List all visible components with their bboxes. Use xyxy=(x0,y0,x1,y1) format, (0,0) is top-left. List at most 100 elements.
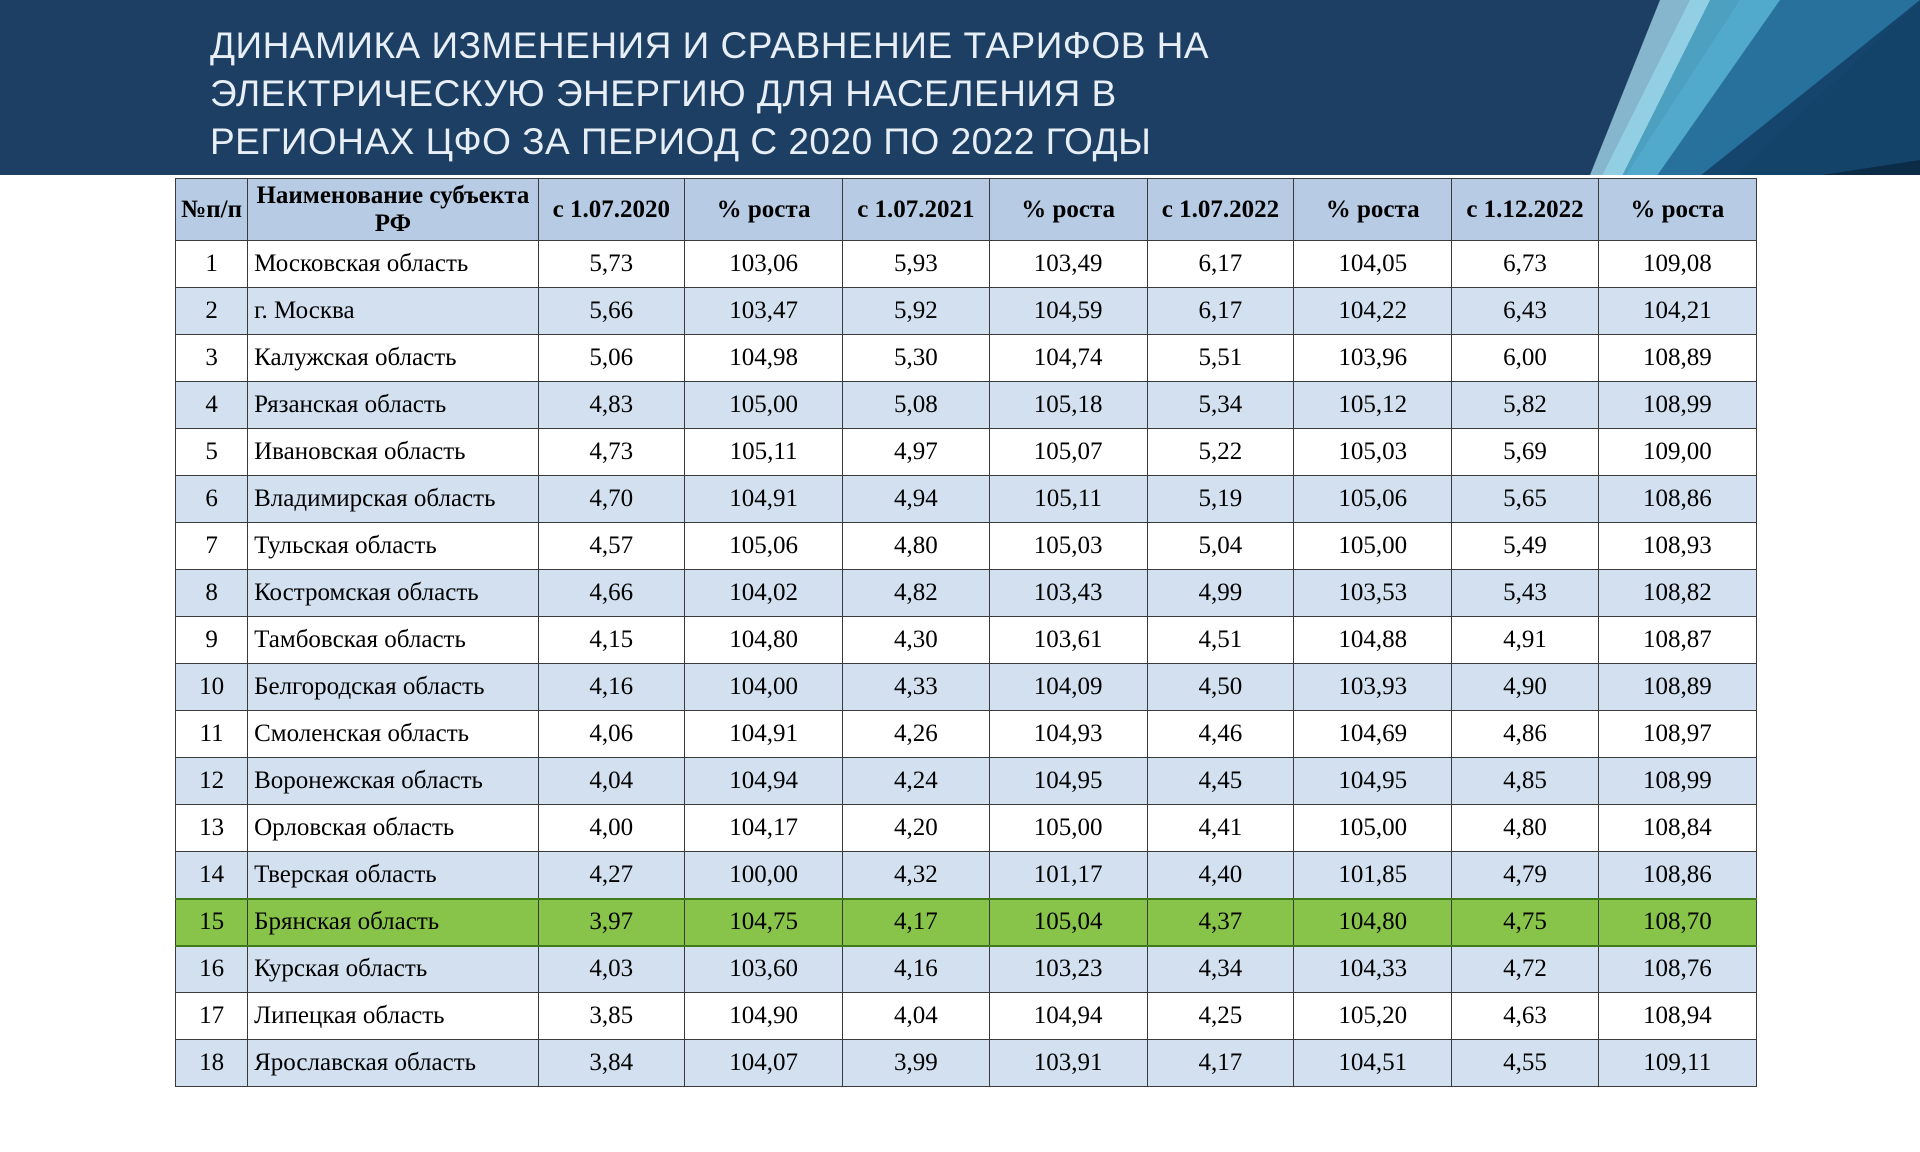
cell-name: Курская область xyxy=(248,946,539,993)
cell-d2020: 4,73 xyxy=(538,429,684,476)
cell-d2021: 4,33 xyxy=(843,664,989,711)
table-row: 18Ярославская область3,84104,073,99103,9… xyxy=(176,1040,1757,1087)
cell-d2022: 5,22 xyxy=(1147,429,1293,476)
cell-d2021: 4,97 xyxy=(843,429,989,476)
cell-g2212: 108,70 xyxy=(1598,899,1756,946)
cell-g2020: 100,00 xyxy=(684,852,842,899)
cell-g2212: 109,11 xyxy=(1598,1040,1756,1087)
table-row: 12Воронежская область4,04104,944,24104,9… xyxy=(176,758,1757,805)
cell-g2020: 105,00 xyxy=(684,382,842,429)
cell-g2022: 104,88 xyxy=(1294,617,1452,664)
cell-g2021: 103,61 xyxy=(989,617,1147,664)
table-row: 5Ивановская область4,73105,114,97105,075… xyxy=(176,429,1757,476)
cell-num: 18 xyxy=(176,1040,248,1087)
cell-name: Ивановская область xyxy=(248,429,539,476)
cell-g2020: 104,02 xyxy=(684,570,842,617)
cell-d2021: 4,30 xyxy=(843,617,989,664)
cell-d2020: 5,06 xyxy=(538,335,684,382)
table-row: 11Смоленская область4,06104,914,26104,93… xyxy=(176,711,1757,758)
cell-num: 3 xyxy=(176,335,248,382)
cell-d2212: 4,55 xyxy=(1452,1040,1598,1087)
cell-d2212: 5,43 xyxy=(1452,570,1598,617)
cell-d2022: 4,46 xyxy=(1147,711,1293,758)
cell-g2212: 108,76 xyxy=(1598,946,1756,993)
cell-g2022: 104,33 xyxy=(1294,946,1452,993)
cell-d2212: 5,69 xyxy=(1452,429,1598,476)
cell-d2022: 4,40 xyxy=(1147,852,1293,899)
cell-g2021: 104,74 xyxy=(989,335,1147,382)
cell-d2212: 6,43 xyxy=(1452,288,1598,335)
cell-name: Смоленская область xyxy=(248,711,539,758)
cell-g2212: 109,00 xyxy=(1598,429,1756,476)
cell-d2020: 4,15 xyxy=(538,617,684,664)
cell-num: 10 xyxy=(176,664,248,711)
table-row: 1Московская область5,73103,065,93103,496… xyxy=(176,241,1757,288)
cell-d2020: 4,04 xyxy=(538,758,684,805)
cell-d2020: 3,97 xyxy=(538,899,684,946)
cell-num: 2 xyxy=(176,288,248,335)
cell-g2020: 104,00 xyxy=(684,664,842,711)
table-row: 15Брянская область3,97104,754,17105,044,… xyxy=(176,899,1757,946)
cell-g2020: 104,80 xyxy=(684,617,842,664)
cell-d2020: 4,06 xyxy=(538,711,684,758)
cell-num: 4 xyxy=(176,382,248,429)
cell-d2020: 3,85 xyxy=(538,993,684,1040)
col-header-d2020: с 1.07.2020 xyxy=(538,179,684,241)
cell-g2212: 108,89 xyxy=(1598,664,1756,711)
cell-g2022: 101,85 xyxy=(1294,852,1452,899)
cell-g2020: 104,17 xyxy=(684,805,842,852)
cell-d2021: 4,32 xyxy=(843,852,989,899)
cell-d2021: 3,99 xyxy=(843,1040,989,1087)
cell-g2021: 104,09 xyxy=(989,664,1147,711)
table-row: 10Белгородская область4,16104,004,33104,… xyxy=(176,664,1757,711)
cell-d2020: 4,83 xyxy=(538,382,684,429)
slide-title: ДИНАМИКА ИЗМЕНЕНИЯ И СРАВНЕНИЕ ТАРИФОВ Н… xyxy=(210,22,1400,166)
cell-g2020: 104,98 xyxy=(684,335,842,382)
cell-d2022: 4,41 xyxy=(1147,805,1293,852)
col-header-g2212: % роста xyxy=(1598,179,1756,241)
cell-d2020: 4,03 xyxy=(538,946,684,993)
cell-g2022: 105,06 xyxy=(1294,476,1452,523)
cell-name: Воронежская область xyxy=(248,758,539,805)
cell-d2021: 4,80 xyxy=(843,523,989,570)
cell-g2212: 109,08 xyxy=(1598,241,1756,288)
table-header-row: №п/п Наименование субъектаРФ с 1.07.2020… xyxy=(176,179,1757,241)
cell-d2020: 4,57 xyxy=(538,523,684,570)
table-row: 3Калужская область5,06104,985,30104,745,… xyxy=(176,335,1757,382)
cell-d2212: 4,63 xyxy=(1452,993,1598,1040)
cell-g2020: 103,60 xyxy=(684,946,842,993)
cell-g2212: 108,84 xyxy=(1598,805,1756,852)
cell-name: Липецкая область xyxy=(248,993,539,1040)
cell-d2212: 4,85 xyxy=(1452,758,1598,805)
cell-g2021: 104,95 xyxy=(989,758,1147,805)
cell-g2022: 104,95 xyxy=(1294,758,1452,805)
col-header-g2020: % роста xyxy=(684,179,842,241)
cell-g2020: 104,91 xyxy=(684,476,842,523)
cell-d2212: 4,79 xyxy=(1452,852,1598,899)
cell-num: 1 xyxy=(176,241,248,288)
col-header-name: Наименование субъектаРФ xyxy=(248,179,539,241)
cell-g2022: 104,69 xyxy=(1294,711,1452,758)
table-row: 9Тамбовская область4,15104,804,30103,614… xyxy=(176,617,1757,664)
cell-g2022: 104,80 xyxy=(1294,899,1452,946)
cell-name: Белгородская область xyxy=(248,664,539,711)
cell-d2020: 5,73 xyxy=(538,241,684,288)
cell-d2022: 4,50 xyxy=(1147,664,1293,711)
cell-d2020: 4,00 xyxy=(538,805,684,852)
cell-d2020: 4,66 xyxy=(538,570,684,617)
cell-num: 16 xyxy=(176,946,248,993)
header-shards-icon xyxy=(1360,0,1920,175)
cell-num: 7 xyxy=(176,523,248,570)
cell-d2022: 5,04 xyxy=(1147,523,1293,570)
table-row: 17Липецкая область3,85104,904,04104,944,… xyxy=(176,993,1757,1040)
cell-d2022: 4,25 xyxy=(1147,993,1293,1040)
cell-g2022: 105,00 xyxy=(1294,805,1452,852)
cell-name: Калужская область xyxy=(248,335,539,382)
cell-num: 12 xyxy=(176,758,248,805)
cell-num: 6 xyxy=(176,476,248,523)
cell-g2212: 108,94 xyxy=(1598,993,1756,1040)
cell-g2021: 103,49 xyxy=(989,241,1147,288)
cell-d2021: 4,04 xyxy=(843,993,989,1040)
cell-d2021: 4,16 xyxy=(843,946,989,993)
table-row: 8Костромская область4,66104,024,82103,43… xyxy=(176,570,1757,617)
